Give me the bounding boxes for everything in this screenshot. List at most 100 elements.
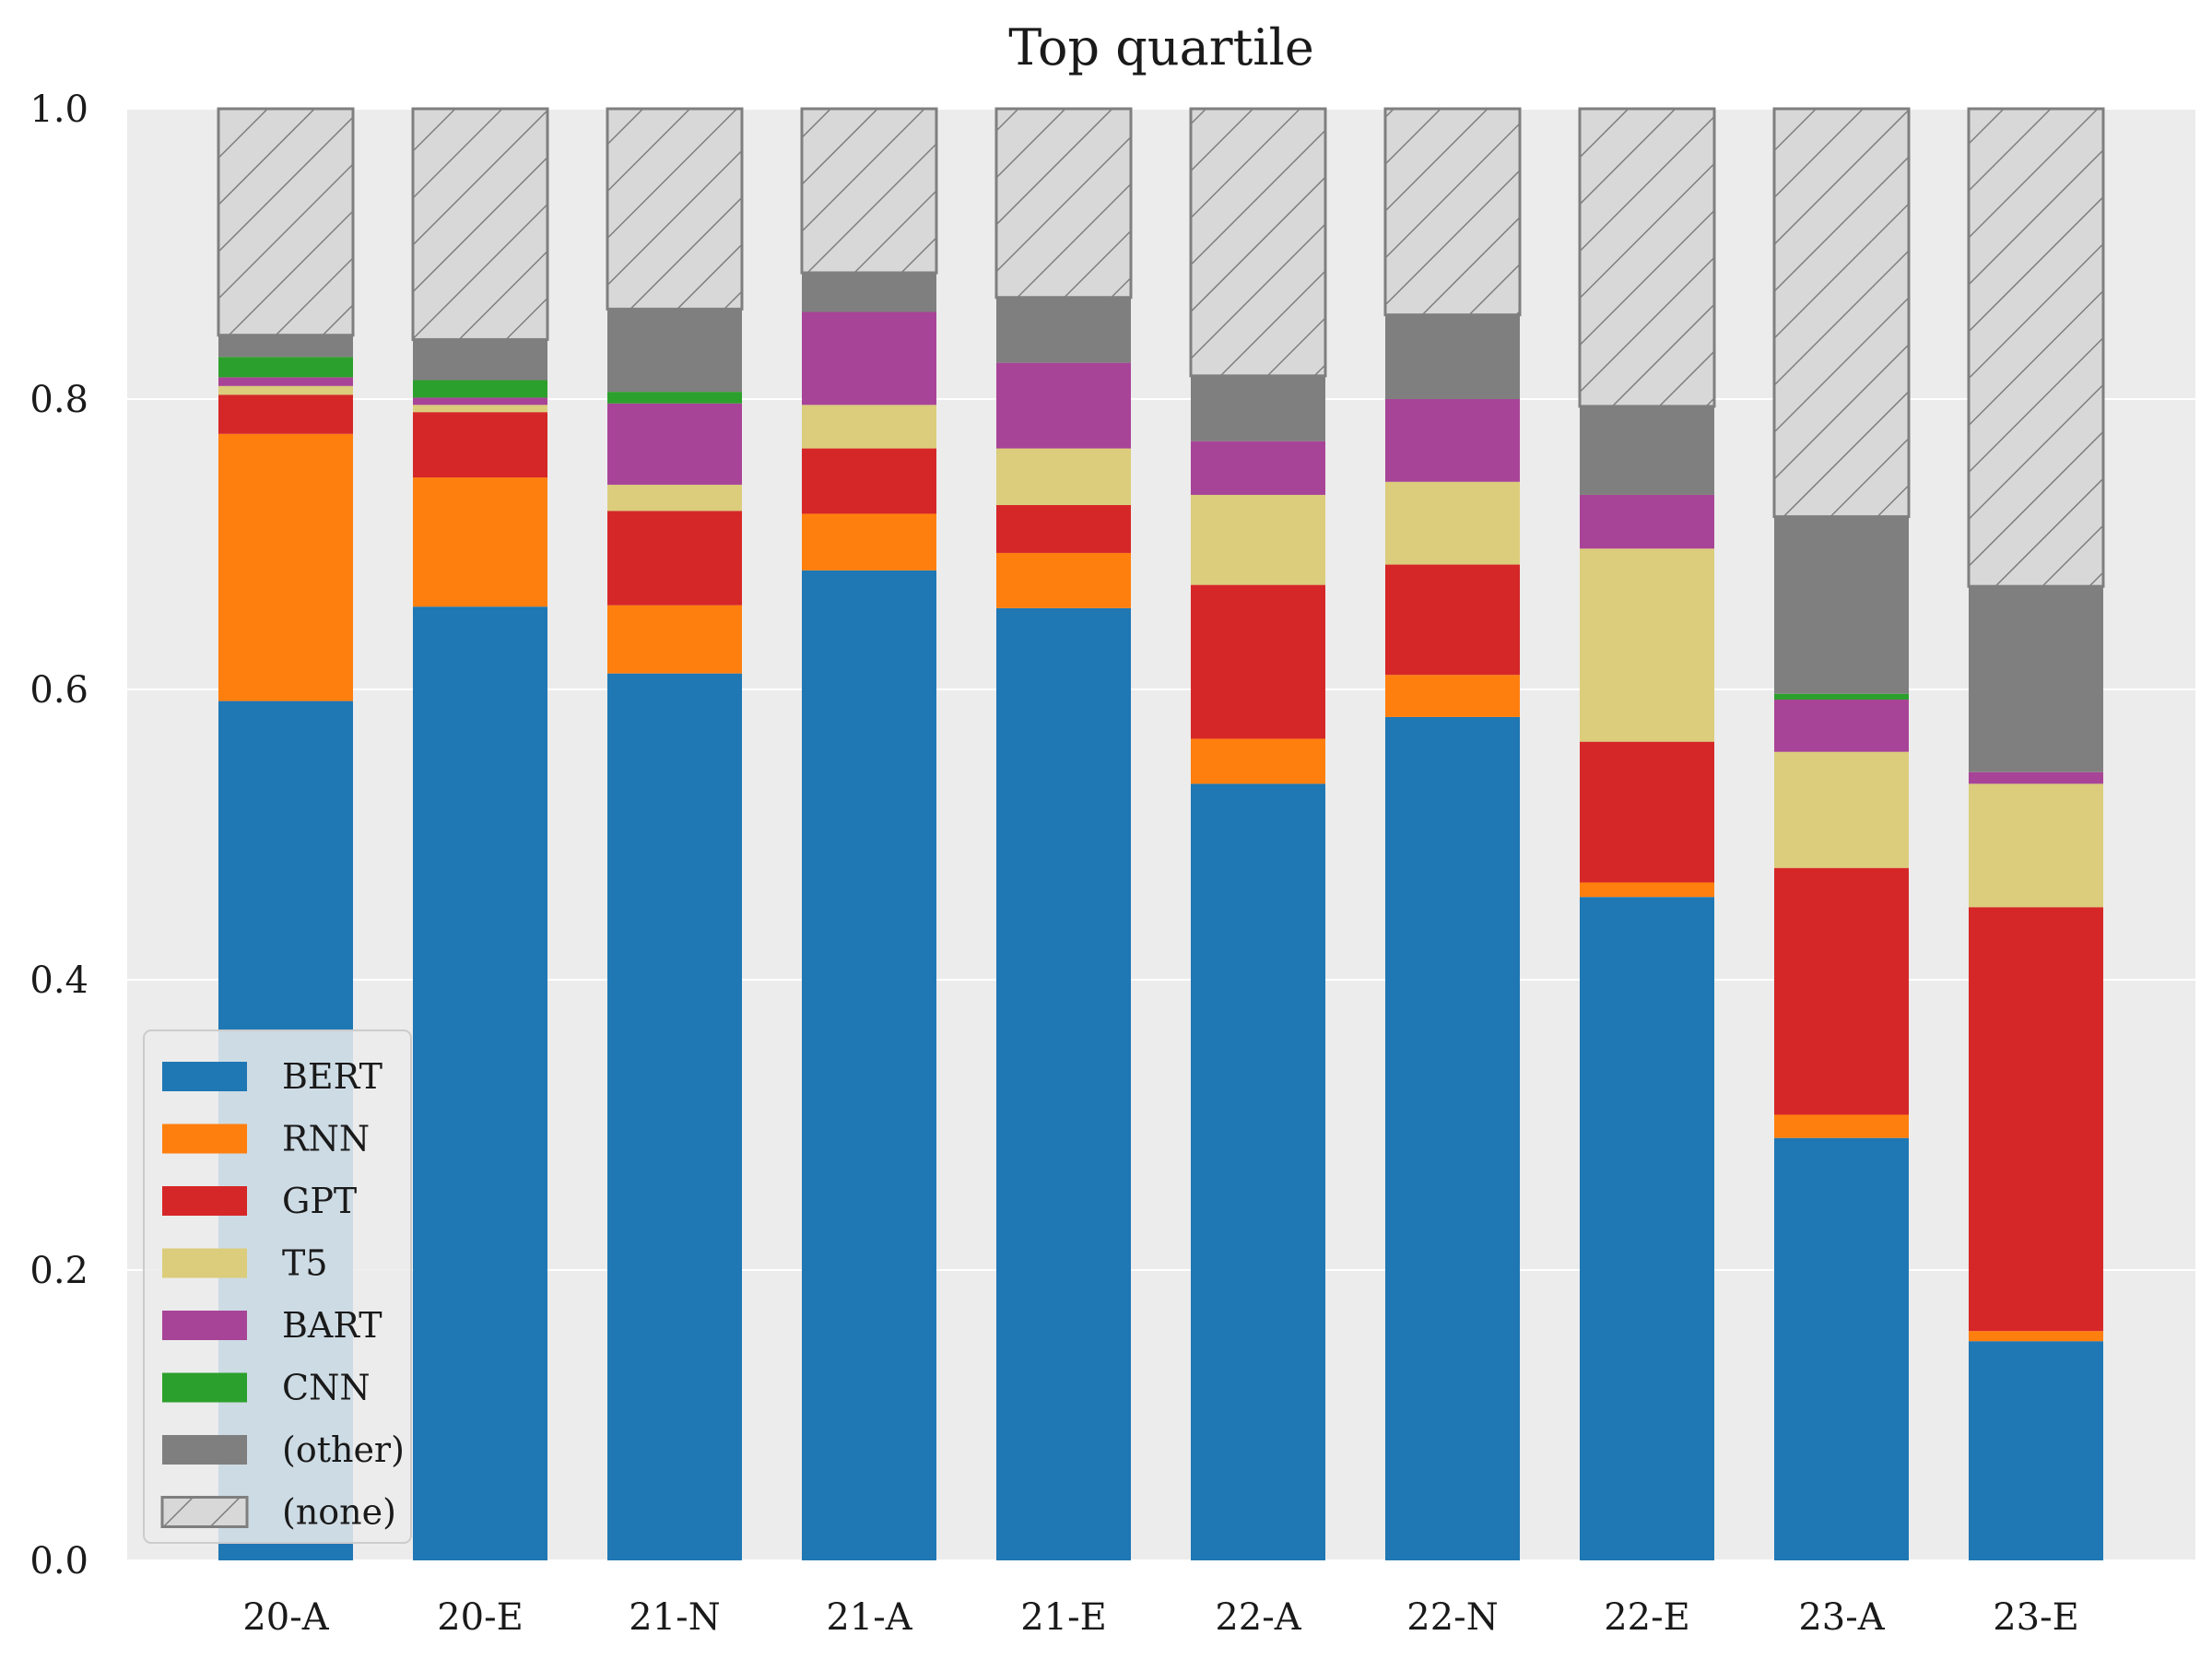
legend-item-cnn: CNN [162,1368,371,1408]
legend-swatch [162,1062,247,1091]
bar-rnn-21-A [802,513,936,571]
bar-t5-23-A [1774,751,1909,868]
legend-swatch [162,1124,247,1154]
legend-item-none: (none) [160,1492,396,1533]
bar-bert-21-N [607,673,742,1560]
bar-other-22-E [1580,406,1714,495]
bar-bart-23-E [1969,771,2103,784]
x-tick-label: 20-E [437,1596,524,1639]
bar-other-21-N [607,309,742,393]
bar-other-22-A [1191,375,1325,441]
y-tick-label: 0.0 [29,1540,88,1583]
legend-swatch [162,1248,247,1278]
bar-rnn-21-N [607,605,742,674]
bar-none-23-E [1967,107,2105,588]
bar-bart-22-A [1191,441,1325,495]
chart-title: Top quartile [1008,18,1314,76]
bar-bert-23-E [1969,1341,2103,1560]
bar-t5-20-A [218,385,353,395]
legend-swatch [162,1311,247,1340]
bar-t5-23-E [1969,783,2103,908]
legend: BERT RNN GPT T5 BART CNN (other) (none) [143,1030,412,1544]
bars [217,107,2105,1560]
bar-bart-22-N [1385,399,1520,482]
legend-item-bert: BERT [162,1056,382,1097]
x-axis-ticks: 20-A 20-E 21-N 21-A 21-E 22-A 22-N 22-E 23-A 23-E [242,1596,2078,1639]
bar-bart-21-E [996,362,1131,449]
bar-gpt-23-A [1774,867,1909,1115]
bar-rnn-23-E [1969,1331,2103,1342]
bar-rnn-20-E [413,477,547,607]
bar-stack-21-E [994,107,1133,1560]
legend-swatch [162,1372,247,1403]
bar-stack-22-N [1383,107,1522,1560]
bar-other-21-E [996,297,1131,363]
bar-bert-22-A [1191,783,1325,1560]
bar-bert-21-A [802,570,936,1560]
bar-none-20-A [217,107,355,337]
bar-other-20-E [413,339,547,381]
bar-other-23-E [1969,586,2103,772]
bar-bert-22-E [1580,897,1714,1560]
bar-none-20-E [411,107,549,341]
bar-stack-20-E [411,107,549,1560]
bar-rnn-20-A [218,433,353,701]
x-tick-label: 23-A [1798,1596,1885,1639]
bar-other-20-A [218,335,353,358]
x-tick-label: 22-N [1406,1596,1498,1639]
bar-none-21-A [800,107,938,275]
legend-label: GPT [282,1181,357,1221]
bar-rnn-21-E [996,552,1131,608]
bar-none-22-N [1383,107,1522,317]
y-tick-label: 0.2 [29,1250,88,1292]
bar-bert-21-E [996,607,1131,1560]
bar-stack-21-A [800,107,938,1560]
y-tick-label: 0.8 [29,379,88,421]
bar-bart-21-A [802,312,936,406]
bar-bert-22-N [1385,716,1520,1560]
legend-label: T5 [282,1243,328,1284]
bar-t5-21-E [996,448,1131,505]
bar-bert-23-A [1774,1137,1909,1560]
bar-cnn-20-E [413,380,547,398]
x-tick-label: 22-E [1604,1596,1690,1639]
legend-label: CNN [282,1368,371,1408]
bar-t5-22-N [1385,481,1520,565]
y-tick-label: 1.0 [29,88,88,131]
legend-label: RNN [282,1119,370,1159]
legend-item-other: (other) [162,1430,405,1470]
bar-none-22-A [1189,107,1327,378]
bar-bart-20-A [218,377,353,386]
bar-bart-22-E [1580,494,1714,549]
bar-t5-21-N [607,484,742,512]
bar-stack-23-E [1967,107,2105,1560]
x-tick-label: 23-E [1993,1596,2079,1639]
x-tick-label: 22-A [1215,1596,1301,1639]
bar-stack-21-N [606,107,744,1560]
legend-swatch [160,1496,249,1528]
bar-other-23-A [1774,516,1909,694]
legend-item-bart: BART [162,1305,382,1346]
bar-t5-20-E [413,405,547,413]
bar-gpt-22-E [1580,741,1714,883]
bar-gpt-21-E [996,504,1131,553]
bar-bert-20-E [413,606,547,1560]
bar-stack-22-A [1189,107,1327,1560]
legend-item-gpt: GPT [162,1181,357,1221]
bar-bart-23-A [1774,700,1909,752]
bar-cnn-20-A [218,357,353,378]
bar-t5-22-A [1191,494,1325,585]
legend-swatch [162,1435,247,1465]
legend-label: (none) [282,1492,396,1533]
bar-gpt-21-N [607,511,742,606]
bar-rnn-22-N [1385,675,1520,717]
legend-label: BART [282,1305,382,1346]
bar-cnn-21-N [607,392,742,404]
bar-rnn-22-A [1191,738,1325,784]
legend-label: (other) [282,1430,405,1470]
y-axis-ticks: 0.0 0.2 0.4 0.6 0.8 1.0 [29,88,88,1583]
y-tick-label: 0.4 [29,959,88,1002]
bar-gpt-23-E [1969,907,2103,1332]
legend-item-t5: T5 [162,1243,328,1284]
